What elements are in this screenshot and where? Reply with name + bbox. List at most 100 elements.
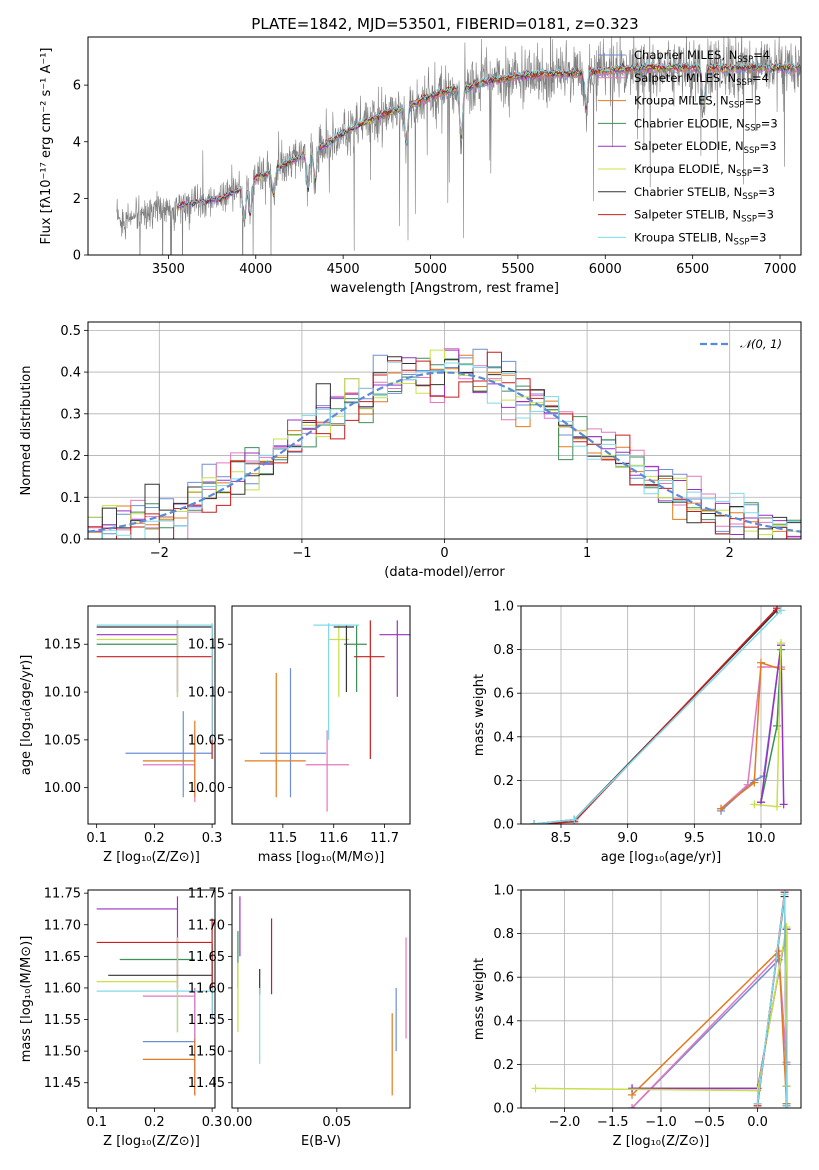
weight-vs-z-line-ke [535, 926, 788, 1092]
legend-label-main-ke: Kroupa ELODIE, N [634, 162, 736, 176]
legend-label-tail-km: =3 [744, 94, 761, 108]
weight-vs-z-ytick-label-5: 1.0 [493, 884, 514, 899]
residuals-ytick-label-3: 0.3 [60, 407, 81, 422]
spectrum-ylabel: Flux [fλ10⁻¹⁷ erg cm⁻² s⁻¹ A⁻¹] [39, 48, 54, 245]
spectrum-ytick-label-2: 4 [73, 135, 81, 150]
residuals-frame [87, 321, 802, 540]
weight-vs-age-ytick-label-5: 1.0 [493, 600, 514, 615]
legend-label-main-cm: Chabrier MILES, N [634, 48, 737, 62]
mass-vs-ebv-ytick-label-6: 11.75 [188, 887, 225, 902]
weight-vs-z-xtick-label-2: −1.0 [645, 1115, 677, 1130]
residuals-xtick-label-0: −2 [150, 546, 169, 561]
age-vs-mass-ytick-label-1: 10.05 [188, 733, 225, 748]
mass-vs-ebv-ytick-label-3: 11.60 [188, 981, 225, 996]
mass-vs-z-frame [87, 889, 216, 1109]
age-vs-z-frame [87, 605, 216, 825]
weight-vs-z-xlabel: Z [log₁₀(Z/Z⊙)] [613, 1134, 710, 1149]
model-spectrum-ks [176, 59, 801, 221]
legend-label-sub-sm: SSP [736, 78, 752, 88]
spectrum-xtick-label-2: 4500 [327, 262, 360, 277]
weight-vs-age-plot-area [530, 606, 788, 824]
mass-vs-z-ylabel: mass [log₁₀(M/M⊙)] [19, 936, 34, 1063]
legend-label-tail-cm: =4 [753, 48, 770, 62]
mass-vs-z-plot-area [96, 896, 213, 1096]
spectrum-frame [87, 36, 802, 256]
legend-label-tail-sm: =4 [752, 71, 769, 85]
age-vs-z-xtick-label-1: 0.2 [144, 831, 165, 846]
weight-vs-age-line-km [720, 661, 782, 810]
age-vs-z-plot-area [96, 620, 213, 803]
mass-vs-z-ytick-label-6: 11.75 [44, 887, 81, 902]
residual-histogram-ke [88, 349, 801, 539]
weight-vs-age-ytick-label-4: 0.8 [493, 643, 514, 658]
legend-label-tail-cs: =3 [758, 185, 775, 199]
weight-vs-z-xtick-label-1: −1.5 [597, 1115, 629, 1130]
weight-vs-z-ytick-label-4: 0.8 [493, 927, 514, 942]
legend-label-ke: Kroupa ELODIE, NSSP=3 [634, 162, 769, 179]
spectrum-ytick-label-0: 0 [73, 249, 81, 264]
age-vs-mass-xlabel: mass [log₁₀(M/M⊙)] [258, 850, 385, 865]
legend-label-tail-ss: =3 [757, 208, 774, 222]
age-vs-mass-xtick-label-0: 11.5 [268, 831, 297, 846]
residuals-ylabel: Normed distribution [19, 366, 34, 496]
age-vs-z-xlabel: Z [log₁₀(Z/Z⊙)] [103, 850, 200, 865]
residuals-xtick-label-2: 0 [440, 546, 448, 561]
spectrum-xtick-label-3: 5000 [414, 262, 447, 277]
spectrum-axes: 3500 4000 4500 5000 5500 6000 6500 7000 0 2 4 6 wave… [39, 36, 802, 296]
weight-vs-z-xtick-label-4: 0.0 [747, 1115, 768, 1130]
weight-vs-age-xtick-label-0: 8.5 [551, 831, 572, 846]
legend-label-ce: Chabrier ELODIE, NSSP=3 [634, 116, 778, 133]
age-vs-z-ytick-label-1: 10.05 [44, 733, 81, 748]
legend-label-main-cs: Chabrier STELIB, N [634, 185, 742, 199]
normal-curve [88, 371, 801, 533]
normal-legend-label: 𝒩(0, 1) [740, 337, 782, 351]
legend-label-sub-ke: SSP [736, 169, 752, 179]
legend-label-main-ce: Chabrier ELODIE, N [634, 116, 745, 130]
mass-vs-z-ytick-label-2: 11.55 [44, 1013, 81, 1028]
residuals-ytick-label-0: 0.0 [60, 533, 81, 548]
legend-label-tail-se: =3 [760, 139, 777, 153]
mass-vs-ebv-frame [231, 889, 411, 1109]
age-vs-mass-ytick-label-0: 10.00 [188, 781, 225, 796]
weight-vs-z-frame [520, 889, 802, 1109]
legend-label-tail-ke: =3 [752, 162, 769, 176]
legend-label-main-sm: Salpeter MILES, N [634, 71, 736, 85]
spectrum-plot-area [116, 37, 801, 255]
age-vs-z-axes: 0.1 0.2 0.3 10.00 10.05 10.10 10.15 Z [log₁₀(Z/… [19, 605, 222, 865]
residuals-axes: −2 −1 0 1 2 0.0 0.1 0.2 0.3 0.4 0.5 (data-model)/er… [19, 321, 802, 580]
age-vs-mass-ytick-label-2: 10.10 [188, 686, 225, 701]
mass-vs-ebv-xlabel: E(B-V) [301, 1134, 341, 1149]
spectrum-ytick-label-3: 6 [73, 79, 81, 94]
mass-vs-ebv-xtick-label-1: 0.05 [322, 1115, 351, 1130]
legend-label-cm: Chabrier MILES, NSSP=4 [634, 48, 770, 65]
weight-vs-z-xtick-label-3: −0.5 [693, 1115, 725, 1130]
weight-vs-age-axes: 8.5 9.0 9.5 10.0 0.0 0.2 0.4 0.6 0.8 1.0 age [log₁… [472, 600, 802, 865]
legend-label-tail-ks: =3 [749, 230, 766, 244]
weight-vs-z-ytick-label-0: 0.0 [493, 1102, 514, 1117]
residual-histogram-cs [88, 356, 801, 539]
mass-vs-ebv-ytick-label-0: 11.45 [188, 1076, 225, 1091]
legend-label-ks: Kroupa STELIB, NSSP=3 [634, 230, 766, 247]
legend-label-tail-ce: =3 [761, 116, 778, 130]
weight-vs-age-line-sm [720, 666, 781, 810]
weight-vs-age-xtick-label-2: 9.5 [684, 831, 705, 846]
residuals-ytick-label-4: 0.4 [60, 366, 81, 381]
mass-vs-z-ytick-label-0: 11.45 [44, 1076, 81, 1091]
mass-vs-z-xtick-label-0: 0.1 [86, 1115, 107, 1130]
residual-histogram-ss [88, 351, 801, 539]
mass-vs-z-xtick-label-1: 0.2 [144, 1115, 165, 1130]
legend-label-main-ks: Kroupa STELIB, N [634, 230, 734, 244]
residuals-ytick-label-1: 0.1 [60, 491, 81, 506]
mass-vs-ebv-axes: 0.00 0.05 11.45 11.50 11.55 11.60 11.65 11.70 11… [188, 887, 411, 1149]
weight-vs-age-grid [521, 605, 801, 825]
spectrum-xtick-label-4: 5500 [501, 262, 534, 277]
weight-vs-z-axes: −2.0 −1.5 −1.0 −0.5 0.0 0.0 0.2 0.4 0.6 0.8 1.0 Z [… [472, 884, 802, 1149]
spectrum-xtick-label-0: 3500 [152, 262, 185, 277]
mass-vs-ebv-xtick-label-0: 0.00 [223, 1115, 252, 1130]
legend-label-sm: Salpeter MILES, NSSP=4 [634, 71, 769, 88]
residuals-plot-area [88, 348, 801, 539]
legend-label-sub-cs: SSP [742, 192, 758, 202]
legend-label-sub-se: SSP [744, 146, 760, 156]
age-vs-z-ytick-label-3: 10.15 [44, 638, 81, 653]
